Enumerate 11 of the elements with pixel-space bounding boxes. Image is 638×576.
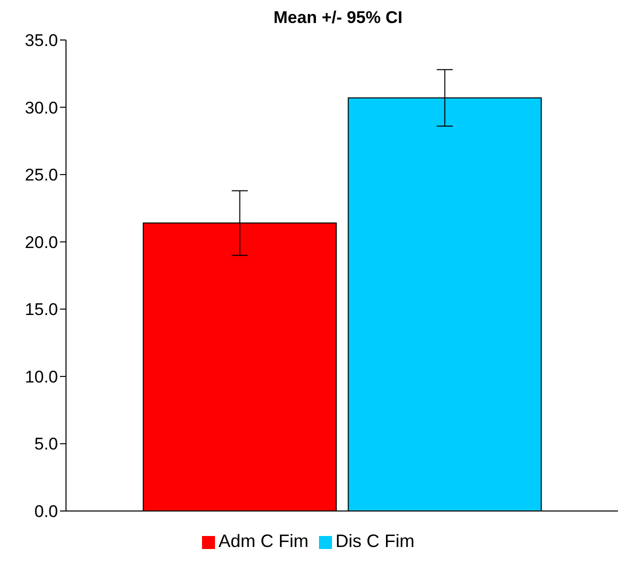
legend-label: Adm C Fim [218,531,308,551]
chart-title: Mean +/- 95% CI [272,8,404,28]
y-tick-label: 35.0 [24,31,58,50]
y-tick-label: 15.0 [24,300,58,320]
y-tick-label: 20.0 [24,232,58,252]
y-tick-label: 10.0 [24,367,58,386]
legend-label: Dis C Fim [336,531,414,551]
y-tick-label: 30.0 [24,98,58,118]
y-tick-label: 25.0 [24,166,58,185]
y-tick-label: 0.0 [34,502,58,522]
y-tick-label: 5.0 [34,434,58,454]
